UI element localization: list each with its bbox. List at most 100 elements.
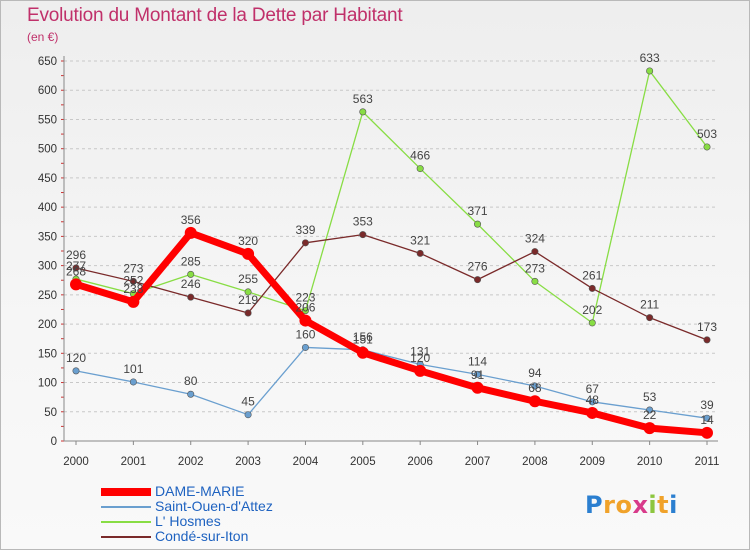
- data-label: 156: [353, 330, 373, 344]
- y-tick-label: 200: [38, 319, 57, 331]
- data-point: [301, 239, 309, 247]
- data-point: [643, 422, 656, 435]
- data-label: 45: [241, 395, 255, 409]
- data-label: 173: [697, 320, 717, 334]
- data-point: [244, 309, 252, 317]
- data-label: 353: [353, 215, 373, 229]
- data-label: 22: [643, 408, 657, 422]
- data-point: [703, 336, 711, 344]
- data-point: [244, 288, 252, 296]
- series-line-3: [75, 233, 708, 341]
- data-label: 252: [123, 274, 143, 288]
- data-label: 371: [468, 204, 488, 218]
- data-point: [129, 277, 137, 285]
- data-point: [588, 284, 596, 292]
- x-tick-label: 2006: [407, 456, 433, 468]
- y-tick-label: 100: [38, 378, 57, 390]
- y-tick-label: 500: [38, 144, 57, 156]
- data-label: 94: [528, 366, 542, 380]
- y-tick-label: 400: [38, 202, 57, 214]
- data-label: 80: [184, 374, 198, 388]
- data-label: 356: [181, 213, 201, 227]
- data-point: [701, 426, 713, 439]
- legend-swatch: [101, 506, 151, 508]
- x-tick-label: 2001: [121, 456, 147, 468]
- data-label: 91: [471, 368, 485, 382]
- chart-title: Evolution du Montant de la Dette par Hab…: [27, 5, 403, 26]
- data-label: 339: [295, 223, 315, 237]
- data-point: [474, 220, 482, 228]
- data-label: 296: [66, 248, 86, 262]
- series-line-0: [72, 229, 711, 437]
- legend-label: DAME-MARIE: [155, 483, 245, 499]
- data-point: [187, 270, 195, 278]
- data-label: 211: [640, 298, 659, 312]
- data-label: 285: [181, 254, 201, 268]
- data-label: 101: [123, 362, 143, 376]
- data-label: 276: [468, 260, 488, 274]
- data-point: [588, 319, 596, 327]
- data-label: 48: [586, 393, 600, 407]
- data-point: [531, 277, 539, 285]
- data-label: 14: [700, 413, 714, 427]
- legend-label: L' Hosmes: [155, 513, 221, 529]
- legend-label: Condé-sur-Iton: [155, 528, 249, 544]
- data-label: 246: [181, 277, 201, 291]
- data-point: [646, 406, 654, 414]
- y-tick-label: 300: [38, 261, 57, 273]
- data-point: [242, 247, 255, 260]
- data-point: [531, 248, 539, 256]
- data-point: [356, 346, 369, 359]
- legend-label: Saint-Ouen-d'Attez: [155, 498, 273, 514]
- data-label: 321: [410, 233, 430, 247]
- data-label: 273: [123, 261, 143, 275]
- x-tick-label: 2000: [63, 456, 89, 468]
- data-point: [474, 370, 482, 378]
- legend-swatch: [101, 536, 151, 538]
- data-point: [528, 395, 541, 408]
- data-label: 160: [295, 327, 315, 341]
- data-label: 238: [123, 282, 143, 296]
- data-point: [299, 314, 312, 327]
- data-point: [359, 108, 367, 116]
- data-label: 273: [525, 261, 545, 275]
- data-point: [72, 264, 80, 272]
- data-point: [471, 381, 484, 394]
- data-point: [416, 249, 424, 257]
- data-label: 223: [295, 291, 315, 305]
- data-label: 53: [643, 390, 657, 404]
- y-tick-label: 550: [38, 114, 57, 126]
- x-tick-label: 2011: [695, 456, 720, 468]
- data-point: [184, 226, 197, 239]
- data-point: [301, 307, 309, 315]
- data-label: 324: [525, 232, 545, 246]
- data-label: 633: [640, 51, 660, 65]
- data-point: [586, 406, 599, 419]
- y-tick-label: 250: [38, 290, 57, 302]
- y-tick-label: 0: [51, 436, 57, 448]
- data-point: [646, 314, 654, 322]
- data-point: [72, 367, 80, 375]
- y-tick-label: 600: [38, 85, 57, 97]
- data-label: 320: [238, 234, 258, 248]
- y-tick-label: 350: [38, 231, 57, 243]
- x-tick-label: 2005: [350, 456, 376, 468]
- data-label: 39: [700, 398, 714, 412]
- data-label: 563: [353, 92, 373, 106]
- data-label: 131: [410, 344, 430, 358]
- x-tick-label: 2009: [579, 456, 605, 468]
- legend-swatch: [101, 488, 151, 496]
- data-point: [474, 276, 482, 284]
- x-tick-label: 2002: [178, 456, 204, 468]
- legend-swatch: [101, 521, 151, 523]
- data-point: [127, 295, 140, 308]
- x-tick-label: 2010: [637, 456, 663, 468]
- data-label: 219: [238, 293, 258, 307]
- unit-label: (en €): [27, 30, 59, 44]
- data-point: [187, 293, 195, 301]
- x-tick-label: 2003: [235, 456, 261, 468]
- data-point: [301, 343, 309, 351]
- data-point: [588, 398, 596, 406]
